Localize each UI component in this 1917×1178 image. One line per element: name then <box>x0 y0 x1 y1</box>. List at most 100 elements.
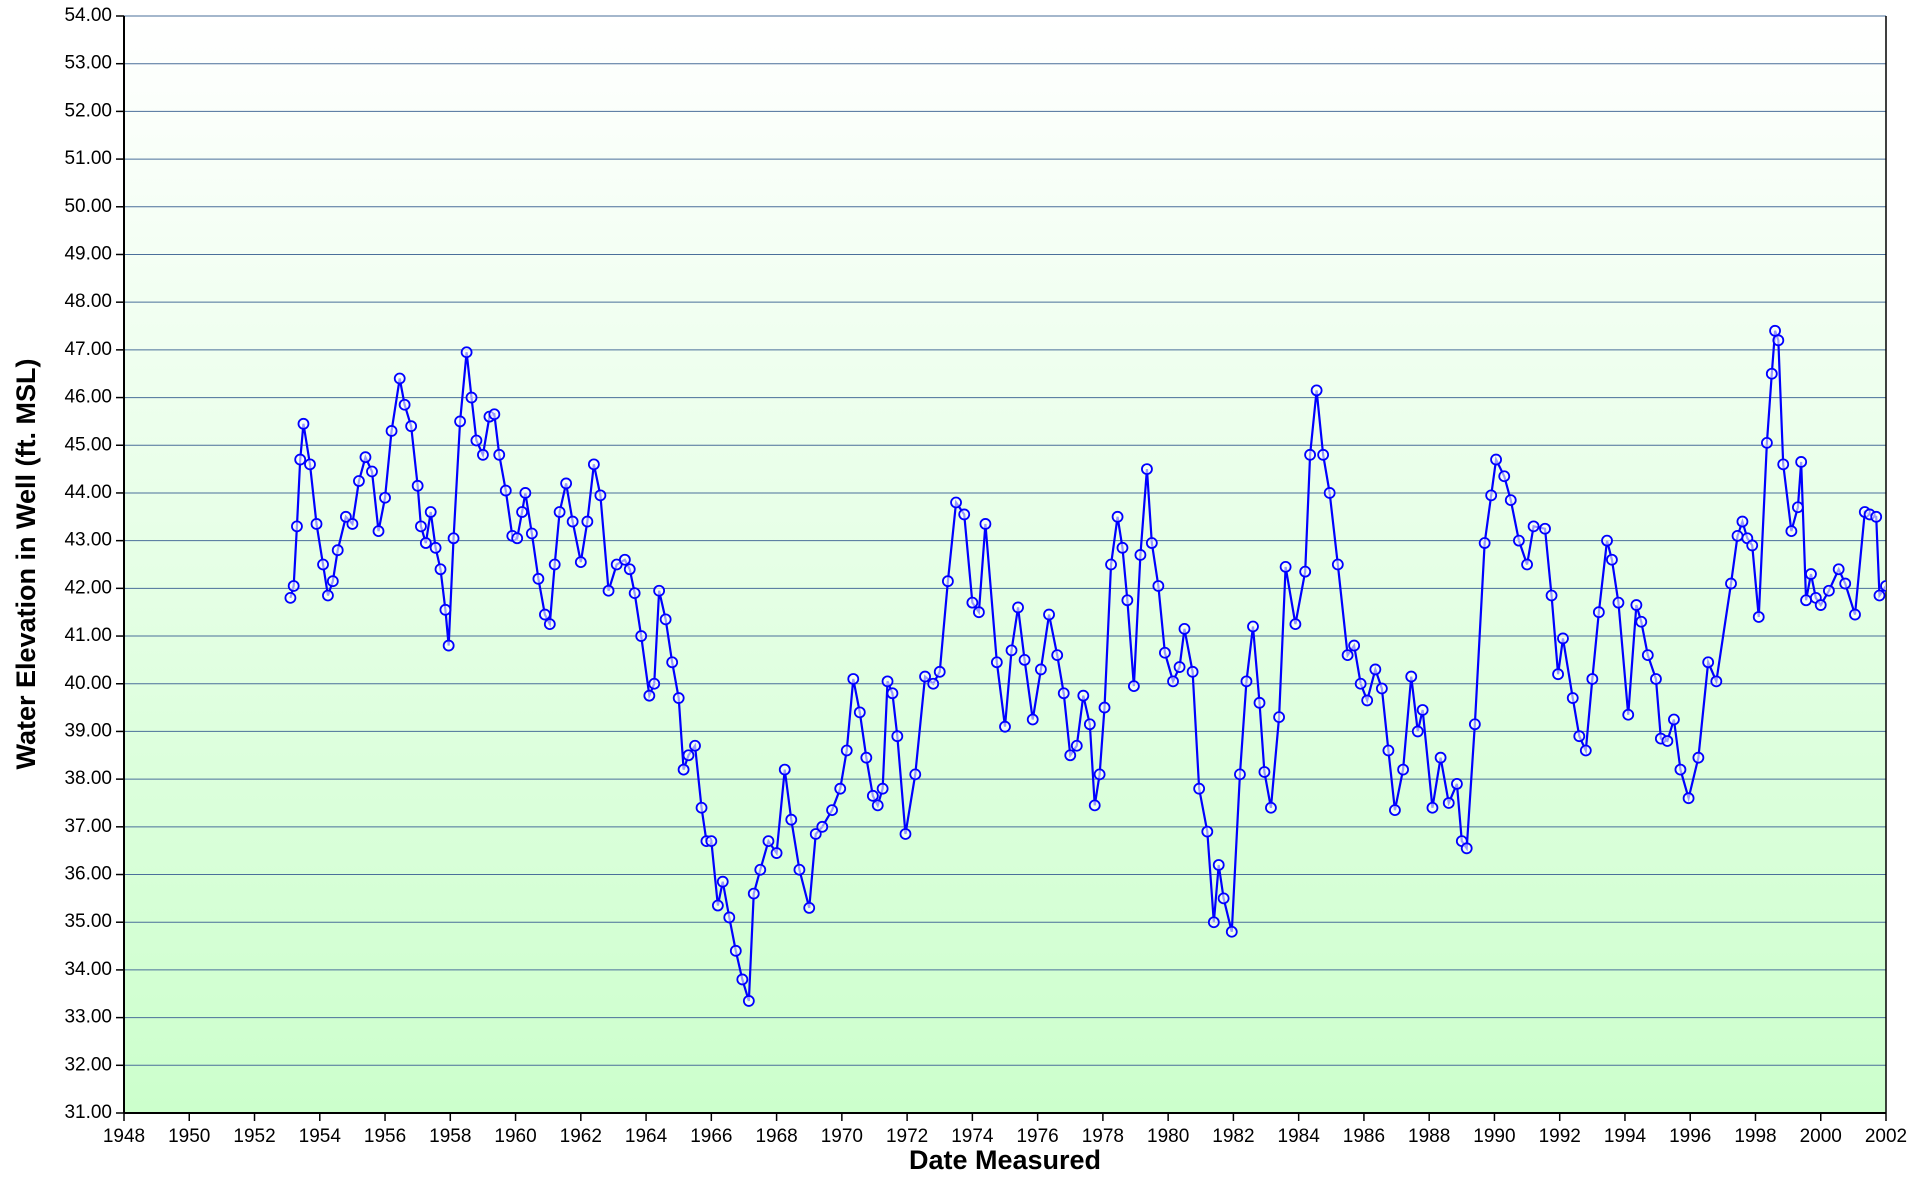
data-point <box>385 425 398 437</box>
data-point <box>979 518 992 530</box>
data-point <box>1725 577 1737 590</box>
data-point <box>1018 653 1031 666</box>
data-point <box>853 706 866 719</box>
data-point <box>1167 675 1179 688</box>
data-point <box>723 911 736 924</box>
data-point <box>1354 677 1367 690</box>
data-point <box>860 751 873 764</box>
x-tick-label: 1976 <box>1016 1126 1058 1147</box>
data-point <box>793 863 806 876</box>
series-group <box>284 324 1886 1007</box>
x-tick-label: 1956 <box>364 1126 406 1147</box>
data-point <box>1225 925 1238 938</box>
data-point <box>359 451 372 464</box>
data-point <box>1822 584 1835 597</box>
data-point <box>284 591 297 604</box>
data-point <box>1064 749 1077 762</box>
y-tick-label: 53.00 <box>64 53 112 74</box>
y-tick-label: 54.00 <box>64 5 112 26</box>
x-tick-label: 1948 <box>103 1126 145 1147</box>
x-tick-label: 1996 <box>1669 1126 1711 1147</box>
x-tick-label: 1982 <box>1212 1126 1254 1147</box>
data-point <box>1692 751 1705 764</box>
x-tick-label: 1978 <box>1082 1126 1124 1147</box>
data-point <box>1093 768 1106 781</box>
data-point <box>705 835 718 848</box>
data-point <box>339 510 352 523</box>
data-point <box>519 487 532 499</box>
data-point <box>1557 632 1569 645</box>
data-point <box>941 575 954 588</box>
data-point <box>1121 594 1134 607</box>
data-point <box>1674 763 1687 776</box>
y-tick-label: 35.00 <box>64 911 112 932</box>
data-point <box>304 458 316 471</box>
data-point <box>429 541 442 554</box>
data-point <box>1880 580 1886 592</box>
data-point <box>747 887 760 900</box>
data-point <box>1661 735 1674 747</box>
x-tick-label: 1966 <box>690 1126 732 1147</box>
x-tick-label: 1950 <box>168 1126 210 1147</box>
data-point <box>1323 487 1336 499</box>
data-point <box>666 656 679 669</box>
data-point <box>742 995 755 1007</box>
x-tick-label: 1990 <box>1473 1126 1515 1147</box>
x-tick-label: 1972 <box>886 1126 928 1147</box>
data-point <box>876 782 889 795</box>
data-point <box>1485 489 1498 502</box>
x-tick-label: 1984 <box>1278 1126 1321 1147</box>
data-point <box>729 944 742 957</box>
data-point <box>950 496 962 509</box>
data-point <box>331 544 344 557</box>
data-point <box>1265 801 1277 814</box>
x-tick-label: 1992 <box>1539 1126 1581 1147</box>
data-point <box>871 799 884 812</box>
data-point <box>1702 656 1715 669</box>
data-point <box>990 656 1003 669</box>
data-point <box>460 346 473 359</box>
data-point <box>1769 324 1781 337</box>
y-tick-label: 33.00 <box>64 1007 112 1028</box>
data-point <box>1478 537 1491 549</box>
x-tick-label: 2000 <box>1800 1126 1842 1147</box>
data-point <box>1299 565 1312 578</box>
data-point <box>778 763 791 776</box>
y-tick-label: 39.00 <box>64 720 112 741</box>
x-tick-label: 1964 <box>625 1126 668 1147</box>
data-point <box>1375 682 1388 695</box>
x-tick-label: 2002 <box>1865 1126 1907 1147</box>
data-point <box>1870 510 1883 523</box>
data-point <box>1253 696 1266 709</box>
data-point <box>1005 644 1018 657</box>
data-point <box>411 479 424 492</box>
data-point <box>1369 663 1382 676</box>
data-point <box>346 518 359 530</box>
data-point <box>398 398 411 411</box>
data-point <box>291 520 303 533</box>
data-point <box>1566 692 1579 704</box>
data-point <box>1026 713 1039 726</box>
data-point <box>623 563 636 576</box>
data-point <box>1451 778 1463 790</box>
data-point <box>919 670 931 683</box>
data-point <box>1832 563 1845 576</box>
data-point <box>1234 768 1246 781</box>
data-point <box>972 606 985 619</box>
data-point <box>1193 782 1206 795</box>
data-point <box>1668 713 1680 726</box>
data-point <box>1173 661 1186 673</box>
data-point <box>1442 797 1455 809</box>
data-point <box>1088 799 1101 812</box>
x-axis-title: Date Measured <box>909 1145 1101 1175</box>
data-point <box>891 730 904 743</box>
data-point <box>866 789 879 802</box>
data-point <box>659 613 672 626</box>
data-point <box>711 899 724 912</box>
data-point <box>1382 744 1395 757</box>
data-point <box>326 575 339 588</box>
data-point <box>424 506 437 518</box>
y-tick-label: 37.00 <box>64 816 112 837</box>
data-point <box>648 677 661 690</box>
